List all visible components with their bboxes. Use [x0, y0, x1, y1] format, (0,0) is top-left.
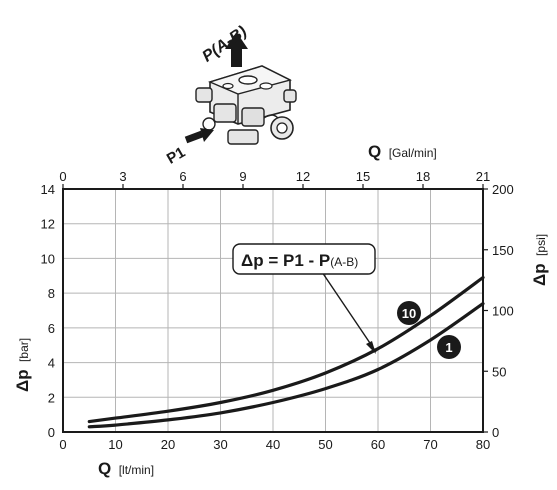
inlet-arrow-icon [200, 128, 214, 142]
y-tick-label: 4 [48, 356, 55, 371]
y-axis-title: Δp [bar] [13, 338, 32, 392]
secondary-x-tick-label: 3 [119, 169, 126, 184]
x-tick-label: 10 [108, 437, 122, 452]
secondary-x-tick-label: 9 [239, 169, 246, 184]
series-line-10 [87, 275, 485, 424]
series-curves [87, 275, 485, 429]
secondary-x-axis-title: Q [Gal/min] [368, 142, 437, 161]
y-tick-label: 10 [41, 251, 55, 266]
callout-formula-sub: (A-B) [330, 255, 358, 269]
x-tick-label: 80 [476, 437, 490, 452]
secondary-x-tick-label: 15 [356, 169, 370, 184]
secondary-x-tick-label: 21 [476, 169, 490, 184]
callout-leader-line [321, 271, 377, 353]
secondary-y-axis-title: Δp [psi] [530, 234, 549, 286]
x-tick-label: 20 [161, 437, 175, 452]
secondary-y-tick-label: 0 [492, 425, 499, 440]
secondary-x-tick-label: 18 [416, 169, 430, 184]
x-tick-label: 50 [318, 437, 332, 452]
secondary-x-axis-symbol: Q [368, 142, 381, 161]
secondary-y-axis-symbol: Δp [530, 263, 549, 286]
x-axis-symbol: Q [98, 459, 111, 478]
outlet-arrow-shaft [231, 47, 242, 67]
callout-arrowhead-icon [366, 341, 376, 354]
series-badge-10: 10 [397, 301, 421, 325]
secondary-x-tick-label: 6 [179, 169, 186, 184]
callout-formula-main: Δp = P1 - P [241, 251, 330, 270]
secondary-y-axis-unit: [psi] [534, 234, 548, 256]
secondary-x-axis-unit: [Gal/min] [389, 146, 437, 160]
secondary-x-tick-label: 0 [59, 169, 66, 184]
secondary-x-tick-label: 12 [296, 169, 310, 184]
inlet-pressure-label: P1 [164, 144, 188, 168]
y-tick-label: 2 [48, 390, 55, 405]
y-tick-label: 0 [48, 425, 55, 440]
plot-frame [62, 188, 484, 433]
inlet-port [202, 117, 216, 131]
x-tick-label: 60 [371, 437, 385, 452]
y-tick-label: 8 [48, 286, 55, 301]
inlet-arrow-shaft [184, 130, 204, 144]
formula-callout: Δp = P1 - P(A-B) [232, 243, 377, 354]
x-tick-label: 40 [266, 437, 280, 452]
y-axis-symbol: Δp [13, 369, 32, 392]
secondary-y-tick-label: 100 [492, 304, 514, 319]
secondary-y-tick-label: 50 [492, 364, 506, 379]
y-tick-label: 12 [41, 217, 55, 232]
y-tick-label: 6 [48, 321, 55, 336]
valve-illustration: P(A-B) P1 [164, 23, 297, 168]
valve-port-top [238, 75, 258, 85]
badge-label: 10 [402, 306, 416, 321]
x-tick-label: 30 [213, 437, 227, 452]
x-axis-unit: [lt/min] [119, 463, 154, 477]
secondary-y-tick-label: 150 [492, 243, 514, 258]
x-axis-title: Q [lt/min] [98, 459, 154, 478]
callout-formula: Δp = P1 - P(A-B) [241, 251, 358, 270]
badge-circle [397, 301, 421, 325]
badge-label: 1 [445, 340, 452, 355]
valve-side-fitting [195, 87, 213, 103]
series-badge-1: 1 [437, 335, 461, 359]
badge-circle [437, 335, 461, 359]
secondary-y-tick-label: 200 [492, 182, 514, 197]
callout-box [232, 243, 376, 275]
grid-lines [63, 189, 483, 432]
y-axis-unit: [bar] [17, 338, 31, 362]
outlet-arrow-icon [225, 32, 248, 49]
x-tick-label: 70 [423, 437, 437, 452]
x-tick-label: 0 [59, 437, 66, 452]
series-line-1 [87, 302, 485, 429]
y-tick-label: 14 [41, 182, 55, 197]
